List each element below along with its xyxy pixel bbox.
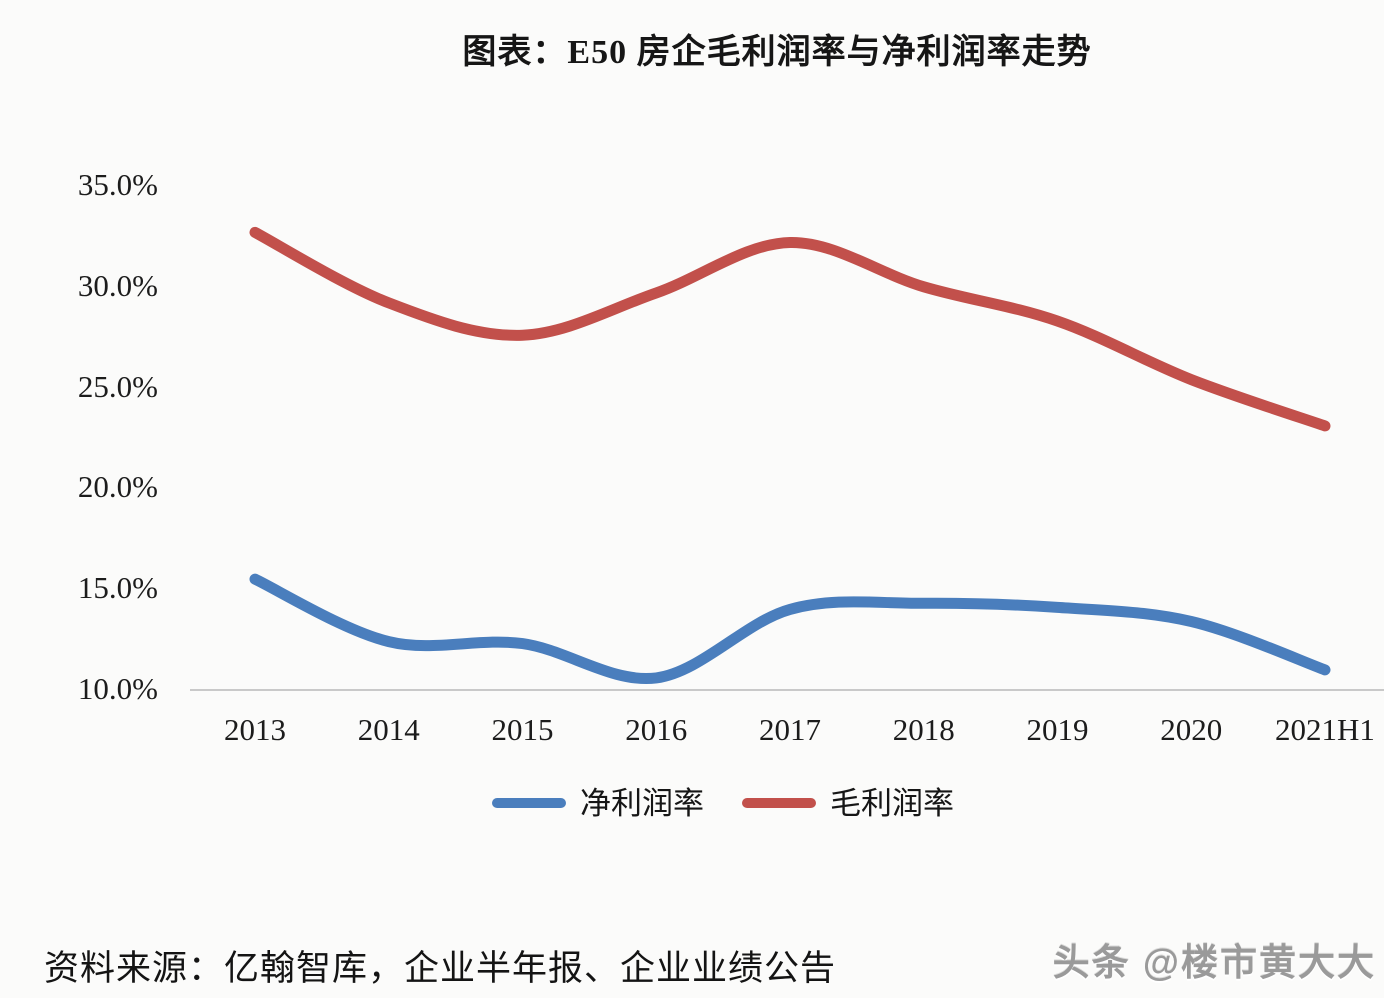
gross-margin-line (249, 226, 1331, 432)
x-axis-label: 2013 (224, 712, 286, 747)
y-axis-label: 10.0% (77, 671, 158, 706)
net-margin-legend-label: 净利润率 (580, 786, 704, 821)
gross-margin-legend-swatch (742, 798, 816, 808)
watermark: 头条 @楼市黄大大 (1052, 942, 1376, 983)
chart-title: 图表：E50 房企毛利润率与净利润率走势 (462, 34, 1092, 71)
x-axis-label: 2016 (625, 712, 688, 747)
x-axis-label: 2015 (491, 712, 554, 747)
x-axis-label: 2019 (1026, 712, 1089, 747)
y-axis-label: 35.0% (77, 167, 158, 202)
net-margin-line (249, 573, 1331, 685)
x-axis-label: 2021H1 (1275, 712, 1375, 747)
x-axis-label: 2018 (892, 712, 955, 747)
y-axis-label: 15.0% (77, 570, 158, 606)
x-axis-label: 2017 (759, 712, 821, 747)
y-axis-label: 20.0% (77, 469, 158, 505)
gross-margin-legend-label: 毛利润率 (830, 786, 954, 821)
y-axis-label: 30.0% (77, 267, 158, 303)
source-note: 资料来源：亿翰智库，企业半年报、企业业绩公告 (44, 949, 837, 988)
x-axis-label: 2014 (357, 712, 420, 747)
x-axis-label: 2020 (1160, 712, 1223, 747)
net-margin-legend-swatch (492, 798, 566, 808)
y-axis-label: 25.0% (77, 368, 158, 404)
